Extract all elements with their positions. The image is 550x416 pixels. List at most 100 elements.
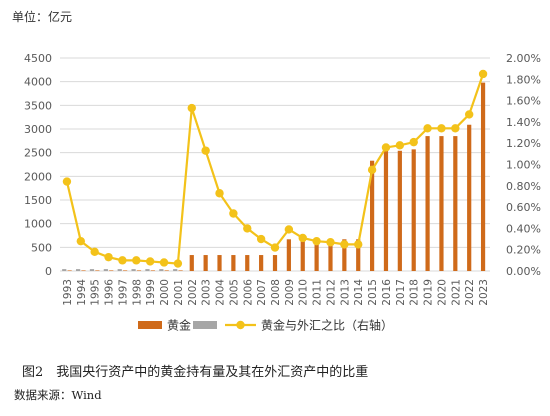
x-tick-label: 2023 [478,279,490,306]
gold-bar [231,255,236,271]
x-tick-label: 2006 [242,279,254,306]
y-tick-label: 2000 [24,170,52,183]
x-tick-label: 2012 [325,279,337,306]
gold-bar [383,150,389,271]
ratio-point [145,257,155,266]
ratio-point [132,256,141,265]
gold-bar [67,270,72,271]
x-tick-label: 2022 [464,279,476,306]
ratio-point [215,189,224,198]
ratio-point [90,247,99,257]
ratio-point [229,209,238,218]
ratio-point [326,238,335,247]
gold-bar [328,239,333,271]
legend-label-ratio: 黄金与外汇之比（右轴） [261,318,393,333]
ratio-point [118,256,127,265]
x-tick-label: 1993 [62,279,74,306]
ratio-point [381,143,391,152]
gold-bar [203,255,208,271]
gold-bar [259,255,264,271]
gold-bar [109,270,114,271]
x-tick-label: 2013 [339,279,351,306]
ratio-point [395,141,405,150]
gold-bar [342,239,347,271]
y-tick-label: 500 [31,241,52,254]
gold-bar [164,270,169,271]
data-source: 数据来源：Wind [14,388,102,402]
ratio-point [173,259,183,268]
gray-bar [103,269,108,271]
ratio-point [256,234,266,244]
gold-bar [81,270,86,271]
gray-bar [89,269,95,271]
gold-bar [467,124,472,272]
gold-bar [480,82,486,271]
gold-bar [189,255,194,271]
ratio-point [298,233,307,243]
y2-tick-label: 0.20% [506,244,541,257]
x-tick-label: 2000 [159,279,171,306]
gold-bar [217,255,222,271]
x-tick-label: 2014 [353,279,365,306]
legend-swatch-gray [193,321,217,329]
gold-bar [123,270,128,271]
x-tick-label: 2020 [436,279,448,306]
x-tick-label: 2011 [312,279,324,306]
ratio-point [104,252,113,262]
ratio-point [187,103,196,113]
ratio-point [243,224,252,233]
ratio-point [409,137,418,147]
gray-bar [173,269,178,271]
legend-swatch-ratio-marker [236,320,245,330]
y2-tick-label: 1.00% [506,159,541,172]
x-tick-label: 2015 [367,279,379,306]
y-tick-label: 1000 [24,218,52,231]
y-tick-label: 0 [45,265,52,278]
gold-bar [439,136,444,271]
x-tick-label: 2021 [450,279,462,306]
x-tick-label: 2018 [409,279,421,306]
x-tick-label: 1997 [117,279,129,306]
y2-tick-label: 1.20% [506,137,541,150]
x-tick-label: 1999 [145,279,157,306]
x-tick-label: 1995 [90,279,102,306]
x-tick-label: 2009 [284,279,296,306]
gold-bar [453,136,458,271]
ratio-point [354,240,363,249]
gold-bar [356,239,361,271]
ratio-point [464,110,474,119]
figure-caption: 图2 我国央行资产中的黄金持有量及其在外汇资产中的比重 [22,365,369,380]
gold-bar [397,150,402,271]
gray-bar [76,269,81,271]
gold-bar [411,149,416,271]
x-tick-label: 2010 [298,279,310,306]
gold-bar [178,270,183,271]
ratio-point [284,225,294,234]
x-tick-label: 2003 [201,279,213,306]
y2-tick-label: 0.80% [506,180,541,193]
ratio-point [159,258,169,267]
y-tick-label: 1500 [24,194,52,207]
y2-tick-label: 0.00% [506,265,541,278]
ratio-point [367,165,377,175]
x-tick-label: 2007 [256,279,268,306]
gray-bar [117,269,122,271]
ratio-point [201,146,210,155]
x-tick-label: 2016 [381,279,393,306]
ratio-point [270,243,280,252]
y2-tick-label: 0.40% [506,222,541,235]
x-tick-label: 2001 [173,279,185,306]
legend-label-gold: 黄金 [167,318,191,333]
gold-bar [95,270,100,271]
ratio-line [65,73,485,265]
gold-bar [136,270,142,271]
y-tick-label: 4000 [24,76,52,89]
ratio-point [437,124,446,133]
gray-bar [62,269,67,271]
gold-bar [314,239,319,271]
y2-tick-label: 0.60% [506,201,541,214]
x-tick-label: 2008 [270,279,282,306]
unit-label: 单位：亿元 [12,10,73,24]
